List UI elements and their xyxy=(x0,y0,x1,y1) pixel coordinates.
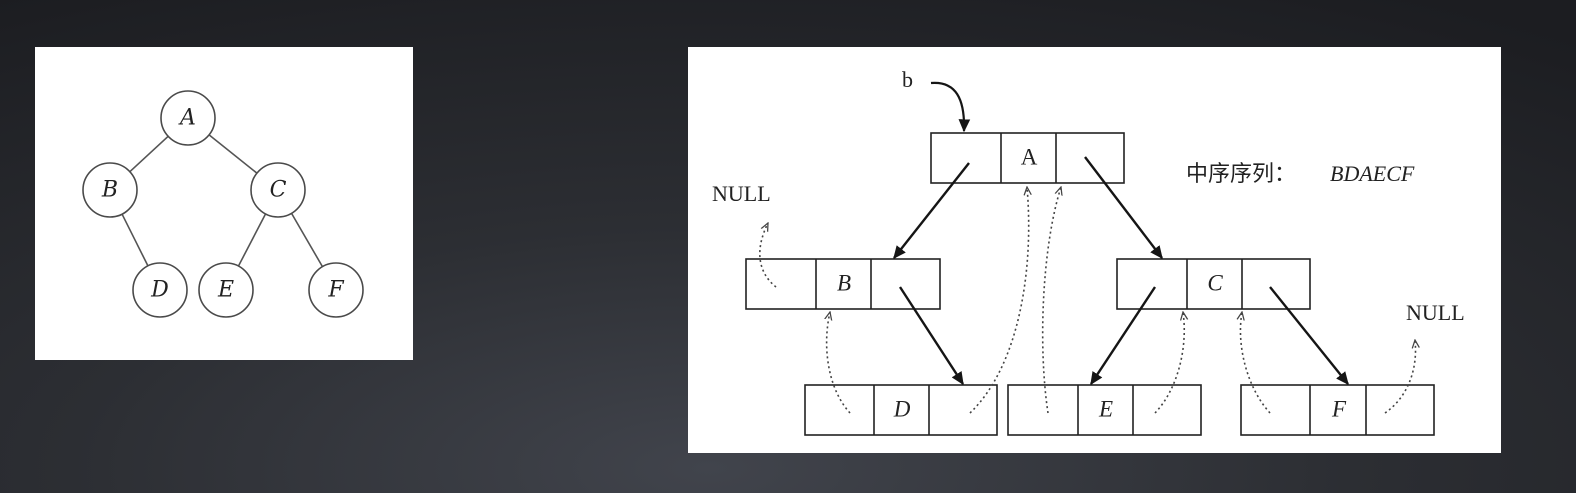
tree-node-b: B xyxy=(82,162,138,218)
binary-tree-panel: A B C D E F xyxy=(35,47,413,360)
tree-node-label: E xyxy=(217,278,234,303)
thread-e-to-c xyxy=(1154,312,1184,414)
tree-node-circle xyxy=(308,262,364,318)
node-data-label: F xyxy=(1331,397,1347,422)
child-link-b-to-d xyxy=(898,286,965,386)
null-label-right: NULL xyxy=(1406,300,1465,325)
tree-node-label: D xyxy=(150,278,169,303)
tree-node-label: B xyxy=(101,178,118,203)
node-box xyxy=(1007,384,1202,436)
tree-node-a: A xyxy=(160,90,216,146)
thread-node-c: C xyxy=(1116,258,1311,310)
thread-node-a: A xyxy=(930,132,1125,184)
thread-node-d: D xyxy=(804,384,998,436)
null-label-left: NULL xyxy=(712,181,771,206)
node-box xyxy=(804,384,998,436)
threaded-tree-panel: b A B C D xyxy=(688,47,1501,453)
tree-node-label: A xyxy=(178,106,196,131)
tree-node-circle xyxy=(250,162,306,218)
node-data-label: D xyxy=(893,397,911,422)
thread-f-to-c xyxy=(1240,312,1271,414)
tree-node-label: F xyxy=(327,278,344,303)
child-link-c-to-f xyxy=(1269,286,1349,386)
node-data-label: B xyxy=(837,271,851,296)
thread-node-e: E xyxy=(1007,384,1202,436)
tree-node-f: F xyxy=(308,262,364,318)
root-pointer-label: b xyxy=(902,67,913,92)
thread-node-f: F xyxy=(1240,384,1435,436)
child-link-a-to-c xyxy=(1084,156,1163,260)
thread-node-b: B xyxy=(745,258,941,310)
tree-node-d: D xyxy=(132,262,188,318)
threaded-tree-diagram: b A B C D xyxy=(712,67,1465,436)
child-link-c-to-e xyxy=(1089,286,1157,386)
node-data-label: C xyxy=(1207,271,1223,296)
tree-node-c: C xyxy=(250,162,306,218)
inorder-sequence: BDAECF xyxy=(1330,161,1415,186)
node-box xyxy=(745,258,941,310)
thread-d-to-a xyxy=(969,187,1029,414)
thread-e-to-a xyxy=(1041,187,1061,414)
node-box xyxy=(1116,258,1311,310)
thread-d-to-b xyxy=(827,312,851,414)
tree-node-circle xyxy=(132,262,188,318)
node-box xyxy=(930,132,1125,184)
tree-node-circle xyxy=(198,262,254,318)
inorder-caption-prefix: 中序序列： xyxy=(1186,161,1296,186)
tree-node-label: C xyxy=(270,178,287,203)
inorder-caption: 中序序列： BDAECF xyxy=(1186,161,1415,186)
tree-node-circle xyxy=(82,162,138,218)
tree-node-e: E xyxy=(198,262,254,318)
child-link-a-to-b xyxy=(893,162,970,260)
thread-b-to-null xyxy=(759,223,777,288)
node-data-label: A xyxy=(1021,145,1038,170)
node-data-label: E xyxy=(1098,397,1113,422)
root-pointer-arrow xyxy=(930,81,971,133)
thread-f-to-null xyxy=(1384,340,1416,414)
tree-node-circle xyxy=(160,90,216,146)
binary-tree-diagram: A B C D E F xyxy=(82,90,364,318)
